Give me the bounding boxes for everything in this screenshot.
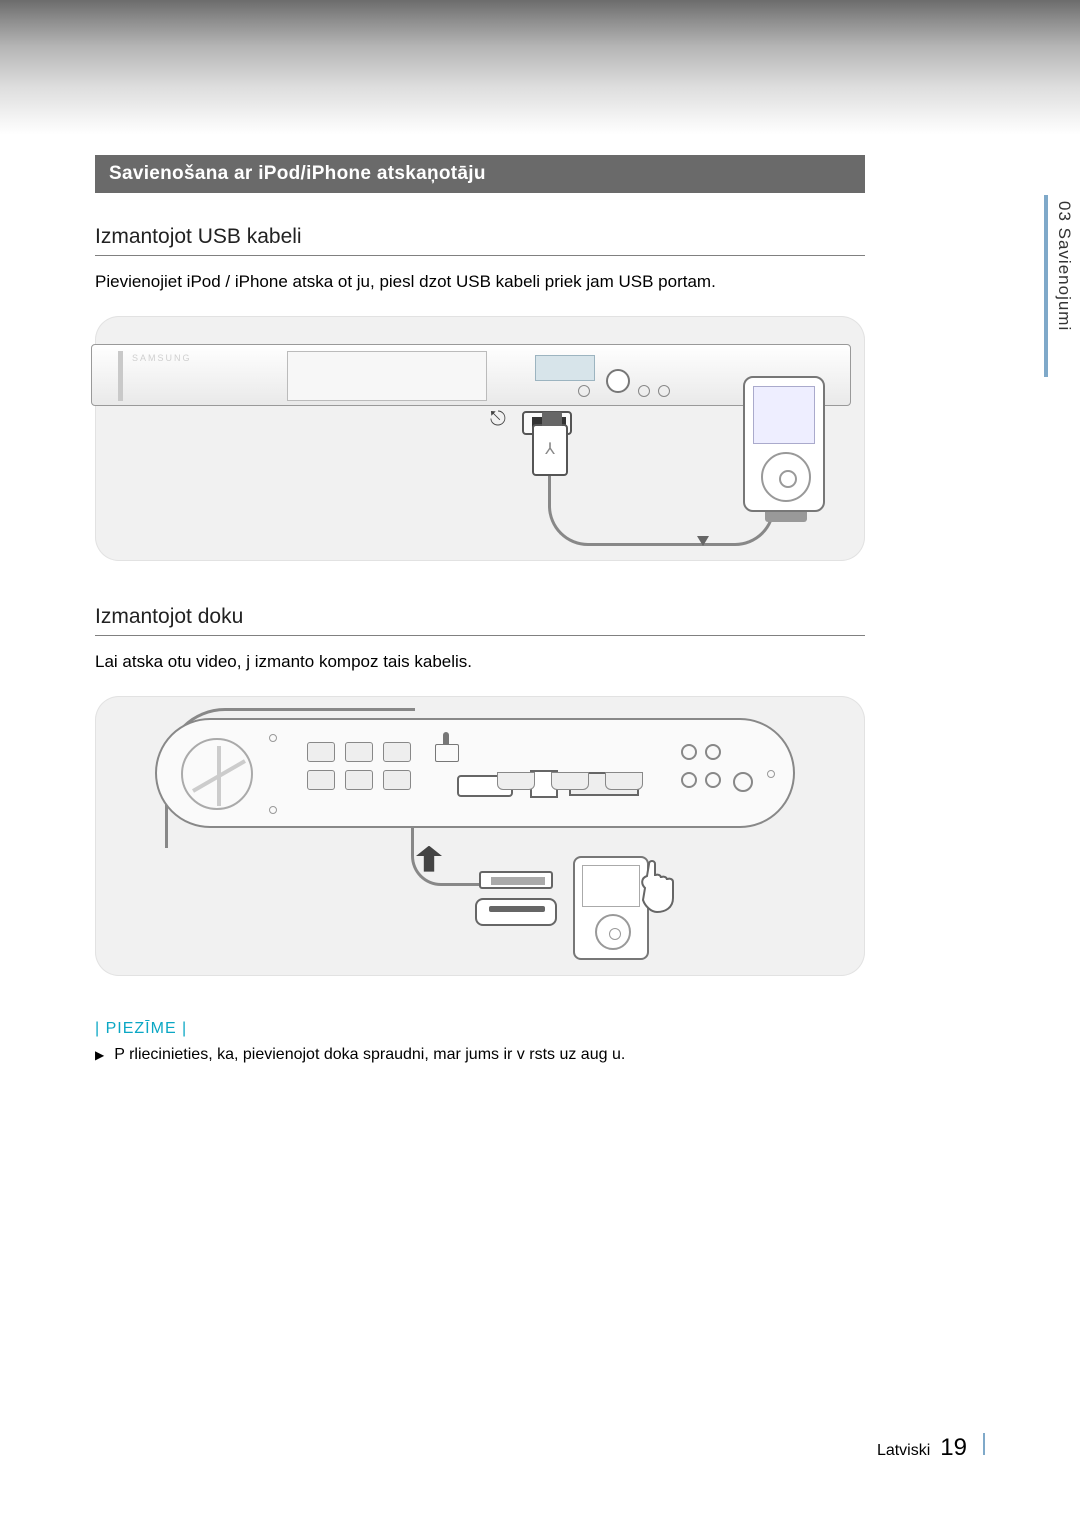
dock-base-icon: [475, 898, 557, 926]
usb-plug-icon: [532, 424, 568, 476]
content-column: Savienošana ar iPod/iPhone atskaņotāju I…: [95, 155, 865, 1064]
arrow-icon: [697, 536, 709, 546]
ipod-device-icon: [743, 376, 825, 512]
rule-1: [95, 255, 865, 256]
usb-symbol-icon: ⎋: [490, 408, 506, 431]
page-footer: Latviski 19: [877, 1433, 985, 1462]
bullet-triangle-icon: ▶: [95, 1048, 104, 1062]
cable-icon: [548, 476, 708, 546]
subheading-dock: Izmantojot doku: [95, 605, 865, 629]
receiver-back-icon: [155, 718, 795, 828]
body-usb: Pievienojiet iPod / iPhone atska ot ju, …: [95, 270, 865, 294]
section-title-bar: Savienošana ar iPod/iPhone atskaņotāju: [95, 155, 865, 193]
header-gradient: [0, 0, 1080, 135]
chapter-tab: 03 Savienojumi: [1044, 195, 1080, 377]
note-bullet: ▶ P rliecinieties, ka, pievienojot doka s…: [95, 1046, 865, 1064]
page-bar-icon: [983, 1433, 985, 1455]
chapter-tab-text: 03 Savienojumi: [1054, 195, 1074, 331]
footer-language: Latviski: [877, 1442, 930, 1460]
rule-2: [95, 635, 865, 636]
fan-icon: [181, 738, 253, 810]
note-label: | PIEZĪME |: [95, 1020, 865, 1038]
subheading-usb: Izmantojot USB kabeli: [95, 225, 865, 249]
dock-jack-icon: [435, 732, 457, 762]
page-number: 19: [940, 1434, 967, 1462]
page: 03 Savienojumi Savienošana ar iPod/iPhon…: [0, 0, 1080, 1532]
dock-connector-icon: [479, 871, 553, 889]
note-text: P rliecinieties, ka, pievienojot doka sp…: [114, 1046, 625, 1063]
section-title-text: Savienošana ar iPod/iPhone atskaņotāju: [109, 163, 486, 184]
receiver-front-icon: SAMSUNG: [91, 344, 851, 406]
body-dock: Lai atska otu video, j izmanto kompoz ta…: [95, 650, 865, 674]
hand-icon: [635, 854, 687, 914]
figure-usb-connection: SAMSUNG ⎋: [95, 316, 865, 561]
figure-dock-connection: [95, 696, 865, 976]
